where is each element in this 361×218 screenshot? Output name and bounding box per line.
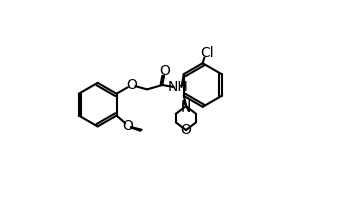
Text: O: O: [122, 119, 133, 133]
Text: NH: NH: [167, 80, 188, 94]
Text: O: O: [180, 123, 191, 137]
Text: Cl: Cl: [200, 46, 214, 60]
Text: N: N: [181, 101, 191, 115]
Text: O: O: [126, 78, 137, 92]
Text: N: N: [181, 99, 191, 113]
Text: O: O: [159, 64, 170, 78]
